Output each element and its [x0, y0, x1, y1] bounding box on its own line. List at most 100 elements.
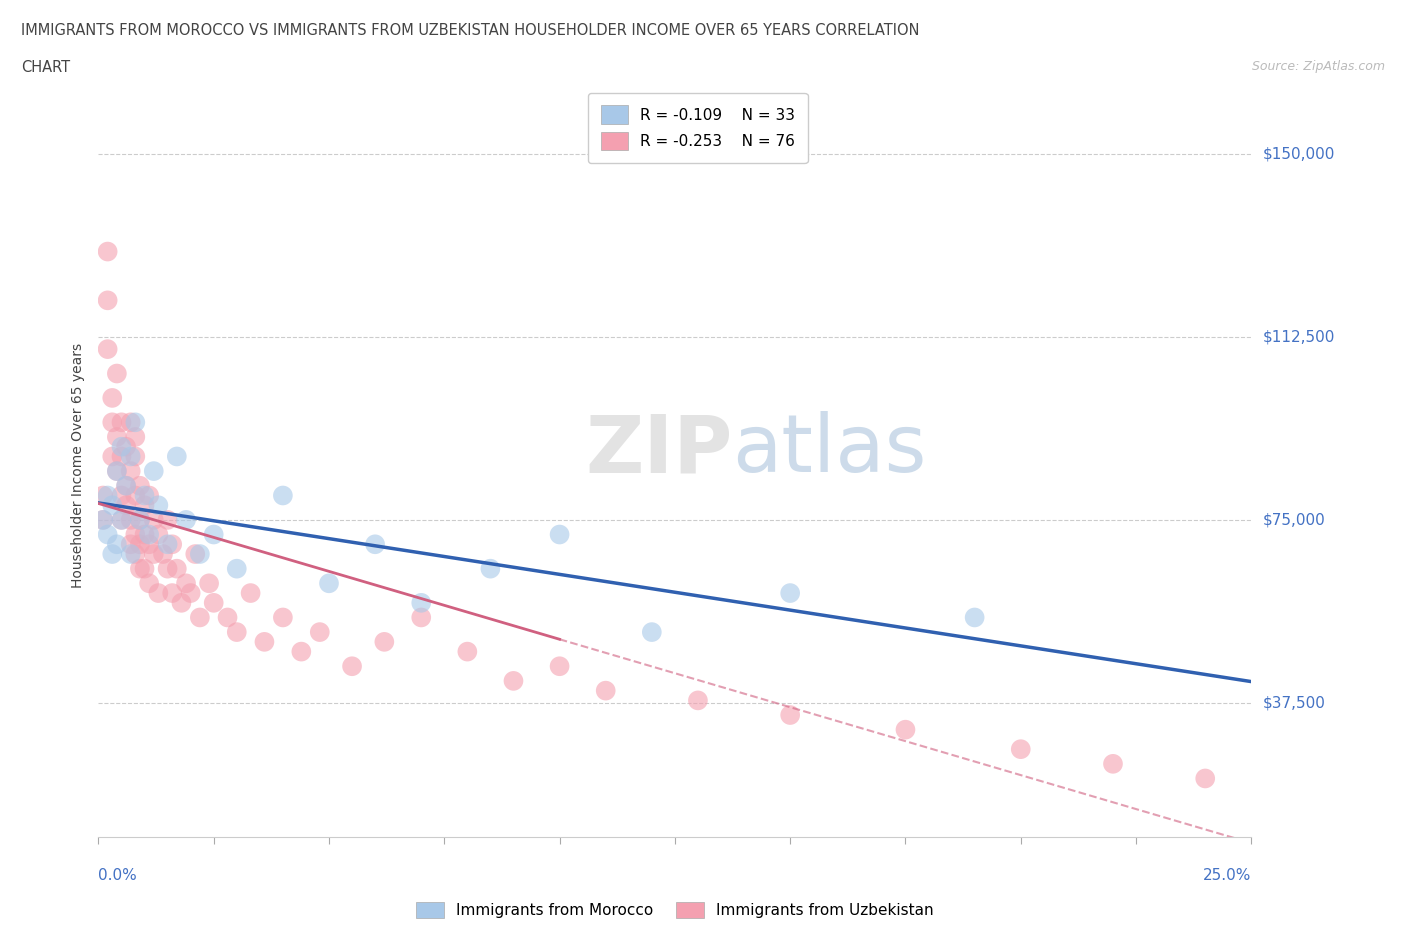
Text: $37,500: $37,500 — [1263, 696, 1326, 711]
Point — [198, 576, 221, 591]
Point — [166, 449, 188, 464]
Text: IMMIGRANTS FROM MOROCCO VS IMMIGRANTS FROM UZBEKISTAN HOUSEHOLDER INCOME OVER 65: IMMIGRANTS FROM MOROCCO VS IMMIGRANTS FR… — [21, 23, 920, 38]
Point — [411, 595, 433, 610]
Point — [188, 547, 211, 562]
Point — [115, 478, 138, 493]
Point — [156, 537, 179, 551]
Point — [110, 449, 132, 464]
Text: $112,500: $112,500 — [1263, 329, 1334, 344]
Point — [779, 586, 801, 601]
Point — [156, 561, 179, 576]
Point — [134, 527, 156, 542]
Point — [105, 464, 128, 479]
Point — [160, 586, 183, 601]
Point — [502, 673, 524, 688]
Point — [115, 498, 138, 512]
Point — [595, 684, 617, 698]
Text: 25.0%: 25.0% — [1204, 868, 1251, 883]
Point — [138, 527, 160, 542]
Y-axis label: Householder Income Over 65 years: Householder Income Over 65 years — [72, 342, 86, 588]
Point — [97, 341, 120, 356]
Point — [134, 488, 156, 503]
Point — [641, 625, 664, 640]
Point — [110, 488, 132, 503]
Point — [129, 478, 152, 493]
Point — [148, 527, 170, 542]
Point — [963, 610, 986, 625]
Point — [120, 537, 142, 551]
Point — [134, 561, 156, 576]
Point — [148, 498, 170, 512]
Point — [101, 415, 124, 430]
Point — [134, 498, 156, 512]
Point — [340, 658, 363, 673]
Point — [124, 449, 146, 464]
Point — [373, 634, 395, 649]
Point — [101, 449, 124, 464]
Point — [318, 576, 340, 591]
Point — [138, 488, 160, 503]
Point — [152, 547, 174, 562]
Point — [91, 512, 114, 527]
Point — [290, 644, 312, 659]
Text: Source: ZipAtlas.com: Source: ZipAtlas.com — [1251, 60, 1385, 73]
Point — [166, 561, 188, 576]
Point — [1333, 805, 1355, 820]
Point — [156, 512, 179, 527]
Point — [138, 576, 160, 591]
Point — [91, 488, 114, 503]
Point — [479, 561, 502, 576]
Point — [115, 478, 138, 493]
Point — [101, 498, 124, 512]
Point — [120, 512, 142, 527]
Point — [253, 634, 276, 649]
Point — [124, 430, 146, 445]
Point — [1102, 756, 1125, 771]
Point — [97, 293, 120, 308]
Text: atlas: atlas — [733, 411, 927, 489]
Point — [894, 723, 917, 737]
Point — [124, 527, 146, 542]
Point — [97, 244, 120, 259]
Point — [364, 537, 387, 551]
Point — [91, 512, 114, 527]
Point — [105, 464, 128, 479]
Text: 0.0%: 0.0% — [98, 868, 138, 883]
Point — [548, 527, 571, 542]
Point — [160, 537, 183, 551]
Point — [97, 527, 120, 542]
Point — [142, 464, 165, 479]
Point — [129, 561, 152, 576]
Point — [271, 610, 294, 625]
Point — [308, 625, 330, 640]
Point — [456, 644, 478, 659]
Point — [124, 547, 146, 562]
Point — [271, 488, 294, 503]
Point — [174, 576, 197, 591]
Point — [548, 658, 571, 673]
Point — [124, 488, 146, 503]
Point — [1194, 771, 1216, 786]
Point — [202, 527, 225, 542]
Point — [120, 449, 142, 464]
Point — [120, 464, 142, 479]
Point — [101, 391, 124, 405]
Text: $150,000: $150,000 — [1263, 147, 1334, 162]
Point — [170, 595, 193, 610]
Point — [124, 415, 146, 430]
Point — [129, 512, 152, 527]
Point — [110, 415, 132, 430]
Point — [1263, 790, 1285, 805]
Point — [225, 561, 247, 576]
Point — [120, 547, 142, 562]
Point — [148, 586, 170, 601]
Point — [217, 610, 239, 625]
Point — [110, 512, 132, 527]
Point — [105, 537, 128, 551]
Point — [225, 625, 247, 640]
Text: $75,000: $75,000 — [1263, 512, 1326, 527]
Point — [138, 537, 160, 551]
Point — [174, 512, 197, 527]
Point — [180, 586, 202, 601]
Legend: Immigrants from Morocco, Immigrants from Uzbekistan: Immigrants from Morocco, Immigrants from… — [409, 895, 941, 926]
